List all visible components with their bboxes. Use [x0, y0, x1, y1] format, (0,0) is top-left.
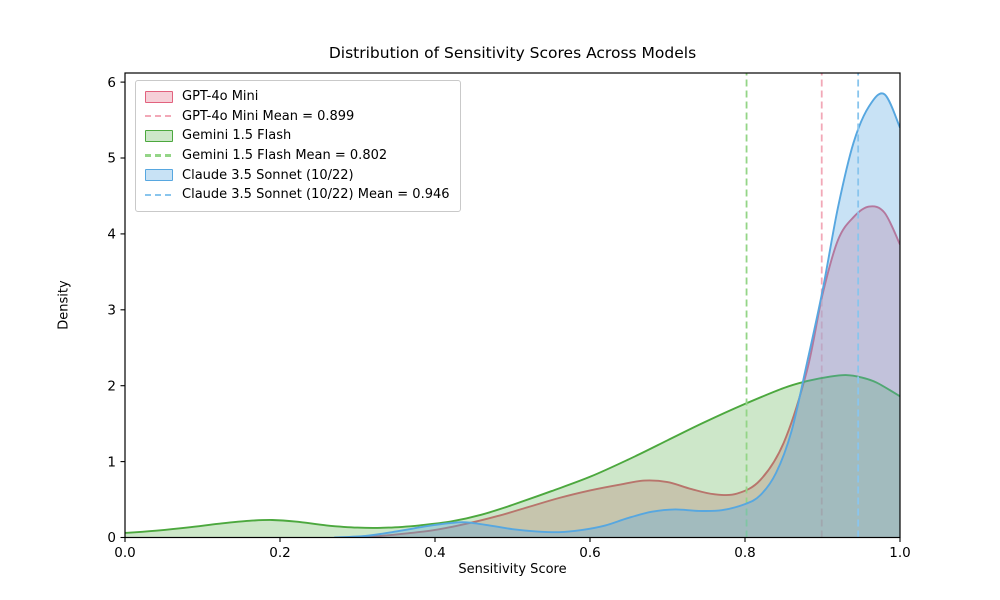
plot-frame [124, 72, 901, 539]
legend-dashed-line-swatch [145, 193, 173, 196]
kde-curve-gpt-4o-mini [357, 205, 900, 538]
legend-patch-swatch [145, 169, 173, 182]
legend-patch-swatch [145, 129, 173, 142]
y-tick-label: 6 [107, 75, 116, 91]
chart-title: Distribution of Sensitivity Scores Acros… [328, 44, 697, 62]
legend-patch-swatch [145, 90, 173, 103]
kde-area-gpt-4o-mini [357, 206, 900, 538]
y-tick-label: 0 [107, 530, 116, 546]
legend-item: GPT-4o Mini Mean = 0.899 [145, 107, 450, 127]
legend-item: Gemini 1.5 Flash Mean = 0.802 [145, 146, 450, 166]
legend-item: Claude 3.5 Sonnet (10/22) [145, 165, 450, 185]
legend-dashed-line-swatch [145, 115, 173, 118]
x-tick-label: 0.8 [734, 545, 755, 561]
plot-area [125, 73, 900, 538]
y-tick-label: 2 [107, 378, 116, 394]
y-axis-label: Density [56, 280, 72, 330]
x-tick-label: 0.2 [269, 545, 290, 561]
legend-label: GPT-4o Mini [182, 89, 259, 105]
y-tick-label: 4 [107, 227, 116, 243]
legend-label: GPT-4o Mini Mean = 0.899 [182, 108, 355, 124]
legend-item: Gemini 1.5 Flash [145, 126, 450, 146]
legend-label: Gemini 1.5 Flash [182, 128, 292, 144]
y-tick-label: 1 [107, 454, 116, 470]
legend-label: Claude 3.5 Sonnet (10/22) [182, 167, 354, 183]
legend-item: GPT-4o Mini [145, 87, 450, 107]
x-axis-label: Sensitivity Score [458, 562, 567, 577]
y-tick-label: 5 [107, 151, 116, 167]
x-tick-label: 0.4 [424, 545, 445, 561]
kde-area-gemini-1-5-flash [125, 375, 900, 538]
x-tick-label: 1.0 [889, 545, 910, 561]
legend-label: Gemini 1.5 Flash Mean = 0.802 [182, 148, 388, 164]
legend-dashed-line-swatch [145, 154, 173, 157]
kde-area-claude-3-5-sonnet-10-22 [334, 93, 900, 538]
x-tick-label: 0.0 [114, 545, 135, 561]
legend-label: Claude 3.5 Sonnet (10/22) Mean = 0.946 [182, 187, 450, 203]
x-tick-label: 0.6 [579, 545, 600, 561]
legend: GPT-4o Mini GPT-4o Mini Mean = 0.899 Gemin… [135, 80, 461, 212]
kde-curve-gemini-1-5-flash [125, 374, 900, 534]
y-tick-label: 3 [107, 303, 116, 319]
kde-curve-claude-3-5-sonnet-10-22 [334, 92, 900, 538]
legend-item: Claude 3.5 Sonnet (10/22) Mean = 0.946 [145, 185, 450, 205]
